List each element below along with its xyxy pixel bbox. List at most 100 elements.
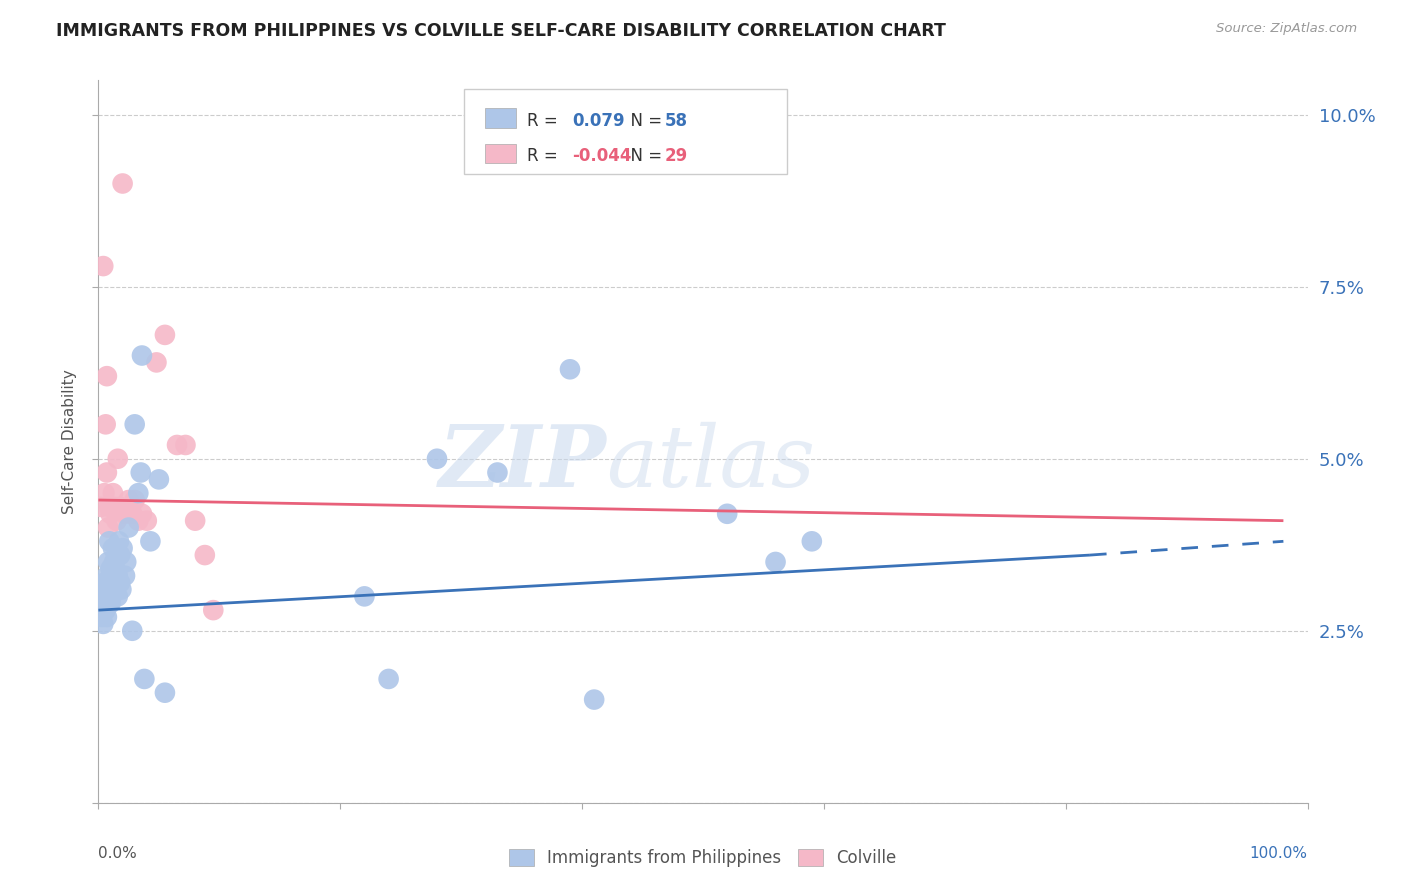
Point: [716, 507, 738, 521]
Point: [131, 349, 153, 363]
Point: [97, 555, 120, 569]
Point: [583, 692, 606, 706]
Point: [93, 596, 115, 610]
Point: [100, 507, 122, 521]
Text: 0.0%: 0.0%: [98, 847, 138, 861]
Text: -0.044: -0.044: [572, 147, 631, 165]
Text: R =: R =: [527, 147, 564, 165]
Point: [353, 590, 375, 604]
Point: [127, 514, 149, 528]
Point: [96, 466, 118, 480]
Text: N =: N =: [620, 112, 668, 129]
Point: [129, 466, 152, 480]
Point: [98, 534, 121, 549]
Point: [91, 582, 114, 597]
Point: [184, 514, 207, 528]
Point: [111, 177, 134, 191]
Point: [111, 541, 134, 556]
Point: [134, 672, 156, 686]
Point: [96, 568, 118, 582]
Point: [103, 582, 125, 597]
Text: R =: R =: [527, 112, 564, 129]
Point: [118, 520, 141, 534]
Y-axis label: Self-Care Disability: Self-Care Disability: [62, 369, 77, 514]
Point: [107, 568, 129, 582]
Point: [148, 472, 170, 486]
Point: [108, 500, 131, 514]
Text: atlas: atlas: [606, 422, 815, 505]
Point: [127, 486, 149, 500]
Legend: Immigrants from Philippines, Colville: Immigrants from Philippines, Colville: [502, 842, 904, 874]
Text: 58: 58: [665, 112, 688, 129]
Point: [98, 596, 121, 610]
Text: 100.0%: 100.0%: [1250, 847, 1308, 861]
Point: [135, 514, 157, 528]
Point: [91, 616, 114, 631]
Point: [108, 548, 131, 562]
Point: [90, 500, 112, 514]
Point: [108, 575, 131, 590]
Point: [131, 507, 153, 521]
Point: [93, 603, 115, 617]
Point: [121, 507, 143, 521]
Point: [91, 603, 114, 617]
Point: [100, 590, 122, 604]
Point: [101, 486, 124, 500]
Point: [166, 438, 188, 452]
Text: Source: ZipAtlas.com: Source: ZipAtlas.com: [1216, 22, 1357, 36]
Point: [90, 590, 112, 604]
Point: [103, 500, 125, 514]
Point: [105, 548, 128, 562]
Point: [145, 355, 167, 369]
Point: [202, 603, 225, 617]
Point: [96, 610, 118, 624]
Point: [800, 534, 823, 549]
Point: [94, 417, 117, 432]
Point: [121, 624, 143, 638]
Point: [174, 438, 197, 452]
Point: [98, 500, 121, 514]
Point: [558, 362, 581, 376]
Point: [100, 596, 122, 610]
Text: 0.079: 0.079: [572, 112, 624, 129]
Point: [93, 575, 115, 590]
Point: [96, 369, 118, 384]
Point: [115, 555, 138, 569]
Text: 29: 29: [665, 147, 689, 165]
Point: [105, 514, 128, 528]
Point: [110, 582, 132, 597]
Point: [96, 582, 118, 597]
Point: [98, 582, 121, 597]
Point: [104, 562, 127, 576]
Point: [139, 534, 162, 549]
Point: [103, 555, 125, 569]
Point: [91, 259, 114, 273]
Text: ZIP: ZIP: [439, 421, 606, 505]
Point: [153, 686, 176, 700]
Point: [93, 590, 115, 604]
Point: [101, 541, 124, 556]
Point: [114, 568, 136, 582]
Point: [377, 672, 399, 686]
Text: N =: N =: [620, 147, 668, 165]
Point: [94, 603, 117, 617]
Point: [153, 327, 176, 342]
Point: [107, 590, 129, 604]
Point: [100, 562, 122, 576]
Point: [194, 548, 217, 562]
Point: [91, 610, 114, 624]
Point: [486, 466, 509, 480]
Point: [765, 555, 787, 569]
Point: [114, 507, 136, 521]
Point: [94, 590, 117, 604]
Point: [97, 575, 120, 590]
Point: [118, 493, 141, 508]
Point: [100, 568, 122, 582]
Point: [426, 451, 449, 466]
Text: IMMIGRANTS FROM PHILIPPINES VS COLVILLE SELF-CARE DISABILITY CORRELATION CHART: IMMIGRANTS FROM PHILIPPINES VS COLVILLE …: [56, 22, 946, 40]
Point: [97, 590, 120, 604]
Point: [97, 520, 120, 534]
Point: [108, 534, 131, 549]
Point: [107, 451, 129, 466]
Point: [124, 493, 146, 508]
